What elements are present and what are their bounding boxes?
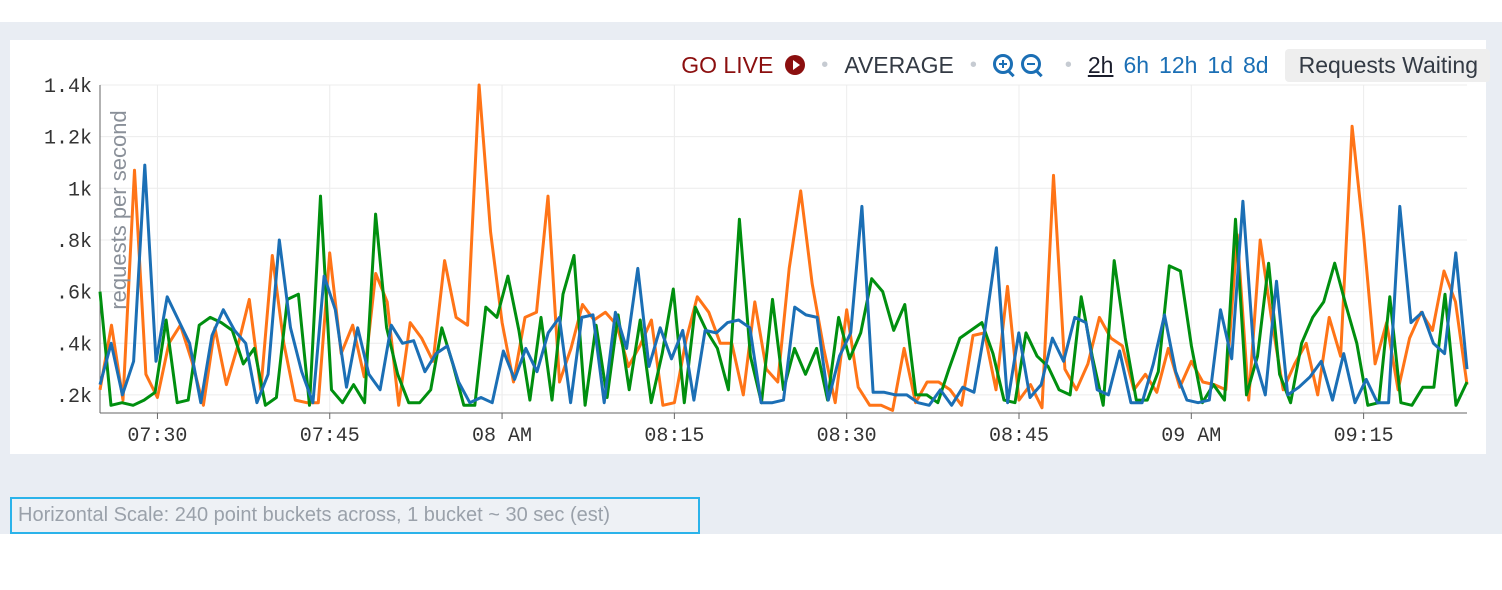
- range-2h[interactable]: 2h: [1087, 51, 1114, 78]
- series-line-1: [98, 194, 1469, 407]
- chart-axes: .2k .4k .6k .8k 1k 1.2k 1.4k 07:30 07:45 08 AM 08:…: [44, 76, 1467, 448]
- x-tick-label: 08:45: [989, 425, 1049, 448]
- chart-toolbar: GO LIVE • AVERAGE • • 2h 6h 12h 1d 8d Re…: [600, 48, 1490, 82]
- range-8d[interactable]: 8d: [1243, 51, 1269, 78]
- zoom-out-icon[interactable]: [1020, 54, 1043, 78]
- range-1d[interactable]: 1d: [1207, 51, 1233, 78]
- x-tick-label: 08 AM: [472, 425, 532, 448]
- x-tick-label: 09 AM: [1161, 425, 1221, 448]
- x-tick-label: 08:15: [644, 425, 704, 448]
- average-toggle[interactable]: AVERAGE: [844, 51, 954, 78]
- x-tick-label: 09:15: [1334, 425, 1394, 448]
- y-axis-label: requests per second: [106, 110, 131, 309]
- y-tick-label: .8k: [56, 231, 92, 254]
- y-tick-label: 1.4k: [44, 76, 92, 99]
- separator-dot: •: [969, 53, 977, 76]
- range-12h[interactable]: 12h: [1159, 51, 1198, 78]
- metric-selector-button[interactable]: Requests Waiting: [1284, 48, 1490, 82]
- go-live-label: GO LIVE: [681, 51, 774, 78]
- series-line-2: [98, 163, 1469, 407]
- separator-dot: •: [1064, 53, 1072, 76]
- y-tick-label: .6k: [56, 283, 92, 306]
- go-live-button[interactable]: GO LIVE: [681, 51, 806, 79]
- chart-series: [98, 83, 1469, 412]
- x-tick-label: 07:30: [127, 425, 187, 448]
- x-tick-label: 08:30: [817, 425, 877, 448]
- y-tick-label: .2k: [56, 386, 92, 409]
- separator-dot: •: [821, 53, 829, 76]
- y-tick-label: 1k: [68, 179, 92, 202]
- x-tick-label: 07:45: [300, 425, 360, 448]
- y-tick-label: .4k: [56, 334, 92, 357]
- range-6h[interactable]: 6h: [1123, 51, 1150, 78]
- play-icon: [785, 55, 806, 75]
- y-tick-label: 1.2k: [44, 128, 92, 151]
- zoom-in-icon[interactable]: [992, 54, 1015, 78]
- horizontal-scale-note: Horizontal Scale: 240 point buckets acro…: [10, 497, 700, 534]
